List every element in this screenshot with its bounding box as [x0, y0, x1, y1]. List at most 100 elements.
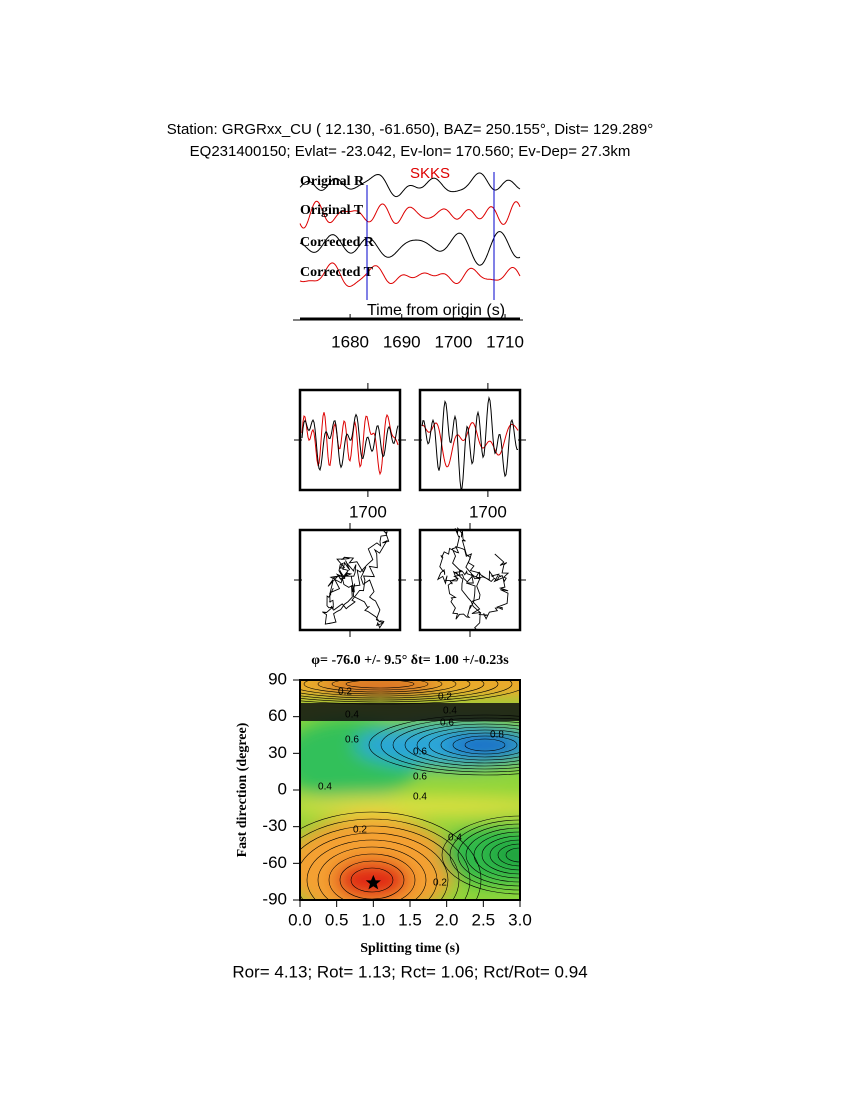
x-tick-label: 1700 — [469, 502, 507, 521]
contour-line — [505, 847, 520, 863]
y-tick-label: -30 — [262, 816, 287, 835]
color-region — [320, 680, 440, 694]
particle-motion — [436, 526, 510, 631]
contour-line — [457, 823, 520, 887]
contour-line — [303, 680, 457, 695]
contour-label: 0.4 — [443, 706, 457, 717]
trace-label: Original R — [300, 174, 365, 189]
contour-line — [440, 732, 520, 758]
contour-line — [300, 680, 513, 703]
contour-label: 0.4 — [345, 710, 359, 721]
footer: Ror= 4.13; Rot= 1.13; Rct= 1.06; Rct/Rot… — [232, 962, 587, 981]
contour-line — [328, 853, 416, 900]
contour-line — [464, 738, 506, 752]
contour-line — [300, 832, 449, 900]
y-tick-label: 60 — [268, 706, 287, 725]
contour-line — [473, 831, 520, 879]
contour-line — [317, 680, 443, 693]
contour-label: 0.6 — [345, 735, 359, 746]
contour-line — [345, 680, 415, 689]
contour-line — [317, 846, 427, 900]
contour-label: 0.4 — [413, 792, 427, 803]
contour-line — [350, 867, 394, 893]
phase-label: SKKS — [410, 165, 450, 182]
trace — [299, 262, 521, 288]
contour-line — [300, 818, 471, 900]
contour-line — [331, 680, 429, 691]
trace — [299, 231, 521, 266]
contour-label: 0.6 — [440, 718, 454, 729]
contour-line — [449, 819, 520, 891]
x-tick-label: 3.0 — [508, 910, 532, 929]
trace — [299, 172, 521, 198]
contour-line — [300, 680, 471, 697]
x-tick-label: 1710 — [486, 332, 524, 351]
contour-line — [428, 729, 520, 761]
dense-contours — [300, 703, 520, 721]
trace-label: Original T — [300, 203, 364, 218]
contour-line — [380, 717, 520, 773]
trace-label: Corrected R — [300, 235, 375, 250]
contour-line — [300, 689, 520, 705]
map-colors — [300, 680, 520, 900]
contour-line — [300, 680, 485, 699]
plot-title: φ= -76.0 +/- 9.5° δt= 1.00 +/-0.23s — [311, 653, 509, 668]
color-region — [447, 736, 520, 754]
x-tick-label: 1690 — [383, 332, 421, 351]
color-region — [300, 796, 520, 816]
y-tick-label: 30 — [268, 743, 287, 762]
x-tick-label: 1.5 — [398, 910, 422, 929]
color-region — [490, 846, 520, 864]
x-tick-label: 0.5 — [325, 910, 349, 929]
contour-line — [452, 735, 518, 755]
contour-label: 0.2 — [353, 825, 367, 836]
y-tick-label: 0 — [278, 779, 287, 798]
y-tick-label: -90 — [262, 889, 287, 908]
particle-motion — [322, 530, 390, 629]
x-tick-label: 1700 — [434, 332, 472, 351]
contour-label: 0.6 — [413, 772, 427, 783]
contour-line — [300, 825, 460, 900]
x-tick-label: 1.0 — [362, 910, 386, 929]
contour-line — [392, 720, 520, 770]
contour-line — [441, 815, 520, 895]
y-tick-label: -60 — [262, 853, 287, 872]
contour-line — [306, 839, 438, 900]
waveform — [421, 396, 519, 491]
trace-label: Corrected T — [300, 265, 374, 280]
color-region — [355, 723, 520, 767]
header-line: Station: GRGRxx_CU ( 12.130, -61.650), B… — [167, 121, 653, 138]
contour-line — [497, 843, 520, 867]
contour-line — [416, 726, 520, 764]
contour-line — [300, 811, 482, 900]
energy-map: 0.2 0.20.4 0.40.60.80.60.60.60.40.20.40.20… — [300, 680, 520, 900]
contour-line — [489, 839, 520, 871]
contour-label: 0.2 — [433, 878, 447, 889]
contour-label: 0.4 — [318, 782, 332, 793]
contour-line — [368, 714, 520, 776]
trace — [299, 200, 521, 229]
contour-label: 0.6 — [413, 747, 427, 758]
waveform — [301, 413, 399, 472]
contour-label: 0.4 — [448, 833, 462, 844]
x-tick-label: 1700 — [349, 502, 387, 521]
contour-line — [404, 723, 520, 767]
contour-label: 0.8 — [490, 730, 504, 741]
axis-label: Time from origin (s) — [367, 302, 505, 319]
header-line: EQ231400150; Evlat= -23.042, Ev-lon= 170… — [190, 143, 631, 160]
contour-line — [465, 827, 520, 883]
contour-line — [300, 680, 499, 701]
y-axis-label: Fast direction (degree) — [235, 722, 250, 857]
waveform — [301, 412, 399, 476]
x-tick-label: 0.0 — [288, 910, 312, 929]
best-fit-star — [365, 874, 381, 890]
x-tick-label: 2.0 — [435, 910, 459, 929]
x-tick-label: 2.5 — [472, 910, 496, 929]
contour-line — [481, 835, 520, 875]
y-tick-label: 90 — [268, 669, 287, 688]
x-axis-label: Splitting time (s) — [360, 941, 460, 956]
panel-frame — [298, 528, 402, 632]
contour-label: 0.2 — [438, 692, 452, 703]
